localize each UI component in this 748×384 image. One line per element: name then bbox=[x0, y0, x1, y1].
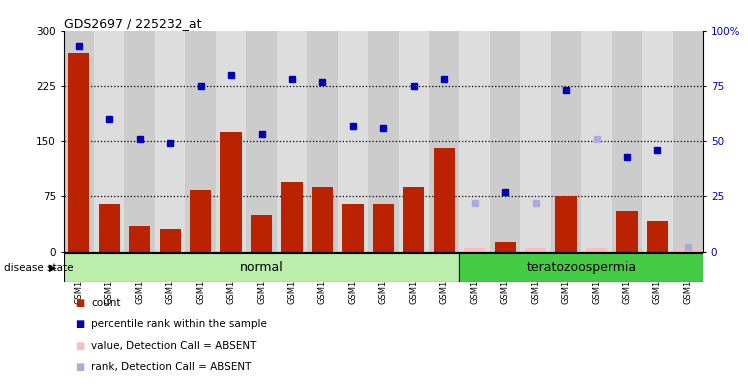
Bar bbox=[190, 190, 211, 252]
Bar bbox=[581, 31, 612, 252]
Bar bbox=[494, 242, 516, 252]
Bar bbox=[677, 248, 699, 252]
Bar bbox=[221, 132, 242, 252]
Bar bbox=[307, 31, 337, 252]
Text: teratozoospermia: teratozoospermia bbox=[527, 262, 637, 274]
Bar bbox=[312, 187, 333, 252]
Bar bbox=[399, 31, 429, 252]
Bar bbox=[68, 53, 90, 252]
Bar bbox=[647, 220, 668, 252]
Bar bbox=[94, 31, 124, 252]
Bar bbox=[551, 31, 581, 252]
Bar bbox=[643, 31, 672, 252]
Text: percentile rank within the sample: percentile rank within the sample bbox=[91, 319, 267, 329]
Text: ■: ■ bbox=[75, 362, 84, 372]
Bar bbox=[556, 196, 577, 252]
Bar bbox=[124, 31, 155, 252]
Text: ■: ■ bbox=[75, 298, 84, 308]
Bar bbox=[368, 31, 399, 252]
Text: normal: normal bbox=[239, 262, 283, 274]
Bar bbox=[429, 31, 459, 252]
Bar bbox=[434, 149, 455, 252]
Bar bbox=[616, 211, 637, 252]
Text: value, Detection Call = ABSENT: value, Detection Call = ABSENT bbox=[91, 341, 257, 351]
Bar bbox=[672, 31, 703, 252]
Text: ■: ■ bbox=[75, 319, 84, 329]
Bar bbox=[373, 204, 394, 252]
Bar bbox=[216, 31, 246, 252]
Bar bbox=[129, 226, 150, 252]
Text: disease state: disease state bbox=[4, 263, 73, 273]
Text: count: count bbox=[91, 298, 120, 308]
Text: rank, Detection Call = ABSENT: rank, Detection Call = ABSENT bbox=[91, 362, 251, 372]
Bar bbox=[337, 31, 368, 252]
Bar bbox=[281, 182, 303, 252]
FancyBboxPatch shape bbox=[64, 253, 459, 282]
Bar bbox=[525, 248, 546, 252]
Bar bbox=[586, 248, 607, 252]
Bar bbox=[277, 31, 307, 252]
Text: ■: ■ bbox=[75, 341, 84, 351]
Bar bbox=[612, 31, 643, 252]
Bar bbox=[251, 215, 272, 252]
Bar bbox=[159, 230, 181, 252]
Bar bbox=[99, 204, 120, 252]
Bar bbox=[521, 31, 551, 252]
Bar bbox=[246, 31, 277, 252]
Bar bbox=[490, 31, 521, 252]
Bar bbox=[186, 31, 216, 252]
Text: GDS2697 / 225232_at: GDS2697 / 225232_at bbox=[64, 17, 201, 30]
Bar bbox=[155, 31, 186, 252]
Bar bbox=[403, 187, 424, 252]
Bar bbox=[343, 204, 364, 252]
Bar bbox=[464, 248, 485, 252]
Bar bbox=[64, 31, 94, 252]
Bar bbox=[459, 31, 490, 252]
Text: ▶: ▶ bbox=[49, 263, 56, 273]
FancyBboxPatch shape bbox=[459, 253, 703, 282]
